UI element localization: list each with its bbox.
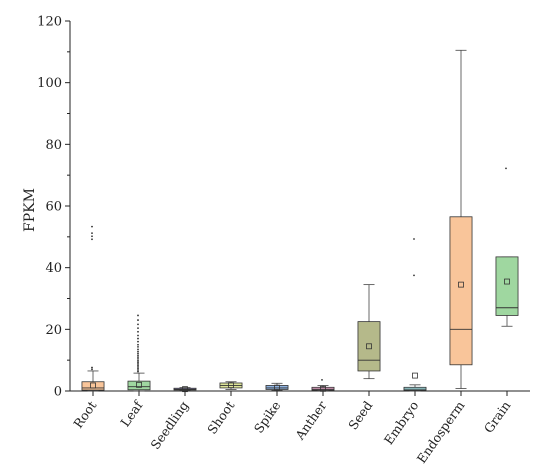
x-tick-label: Shoot xyxy=(204,398,237,437)
mean-marker xyxy=(90,382,96,389)
outlier-point xyxy=(91,235,93,238)
mean-marker xyxy=(228,382,234,389)
mean-marker xyxy=(182,386,188,393)
outlier-point xyxy=(137,356,139,358)
iqr-box xyxy=(357,321,381,372)
box-grain xyxy=(495,167,519,327)
iqr-box xyxy=(311,386,335,391)
outlier-point xyxy=(137,330,139,333)
outlier-point xyxy=(137,346,139,348)
outlier-point xyxy=(137,343,139,346)
outlier-point xyxy=(413,274,415,277)
mean-marker xyxy=(274,384,280,391)
box-root xyxy=(81,225,105,392)
outlier-point xyxy=(137,364,139,367)
iqr-box xyxy=(127,380,151,391)
box-seedling xyxy=(173,386,197,393)
outlier-point xyxy=(505,167,507,170)
mean-marker xyxy=(320,385,326,392)
outlier-point xyxy=(137,361,139,364)
outlier-point xyxy=(137,352,139,355)
box-shoot xyxy=(219,381,243,390)
x-tick-label: Embryo xyxy=(381,398,422,447)
outlier-point xyxy=(137,366,139,368)
y-tick-label: 0 xyxy=(54,385,62,400)
outlier-point xyxy=(137,319,139,321)
outlier-point xyxy=(137,362,139,365)
outlier-point xyxy=(137,367,139,370)
outlier-point xyxy=(91,366,93,369)
outlier-point xyxy=(321,379,323,381)
outlier-point xyxy=(91,225,93,228)
x-tick-label: Endosperm xyxy=(414,398,468,466)
boxes xyxy=(81,49,519,393)
x-tick-label: Anther xyxy=(292,398,330,443)
x-tick-label: Grain xyxy=(481,398,514,436)
y-tick-label: 60 xyxy=(45,200,62,215)
y-tick-label: 80 xyxy=(45,138,62,153)
outlier-point xyxy=(137,369,139,371)
outlier-point xyxy=(137,370,139,373)
outlier-point xyxy=(137,348,139,351)
box-embryo xyxy=(403,238,427,392)
y-tick-label: 20 xyxy=(45,323,62,338)
outlier-point xyxy=(91,232,93,235)
x-tick-label: Spike xyxy=(251,398,284,436)
y-tick-label: 40 xyxy=(45,261,62,276)
x-tick-label: Root xyxy=(70,398,99,431)
x-tick-label: Seedling xyxy=(147,398,191,452)
y-tick-label: 120 xyxy=(37,15,62,30)
outlier-point xyxy=(91,368,93,371)
outlier-point xyxy=(137,358,139,360)
iqr-box xyxy=(449,216,473,366)
y-axis-title: FPKM xyxy=(22,188,38,232)
box-anther xyxy=(311,379,335,392)
iqr-box xyxy=(81,381,105,391)
mean-marker xyxy=(458,281,464,288)
outlier-point xyxy=(137,350,139,353)
outlier-point xyxy=(137,354,139,357)
outlier-point xyxy=(413,238,415,240)
outlier-point xyxy=(137,340,139,343)
box-endosperm xyxy=(449,49,473,389)
y-tick-label: 100 xyxy=(37,76,62,91)
outlier-point xyxy=(137,314,139,317)
outlier-point xyxy=(137,323,139,326)
outlier-point xyxy=(137,327,139,329)
iqr-box xyxy=(265,385,289,390)
x-axis: Root Leaf Seedling Shoot Spike Anther Seed Embr… xyxy=(70,390,530,466)
box-seed xyxy=(357,284,381,380)
outlier-point xyxy=(137,334,139,337)
box-leaf xyxy=(127,314,151,392)
mean-marker xyxy=(136,381,142,388)
y-axis: 0 20 40 60 80 100 120 xyxy=(37,15,71,400)
outlier-point xyxy=(137,337,139,340)
x-tick-label: Seed xyxy=(345,398,375,432)
box-spike xyxy=(265,382,289,391)
iqr-box xyxy=(495,256,519,316)
x-tick-label: Leaf xyxy=(117,397,146,429)
mean-marker xyxy=(366,343,372,350)
mean-marker xyxy=(504,278,510,285)
mean-marker xyxy=(412,372,418,379)
outlier-point xyxy=(137,359,139,362)
outlier-point xyxy=(91,238,93,241)
